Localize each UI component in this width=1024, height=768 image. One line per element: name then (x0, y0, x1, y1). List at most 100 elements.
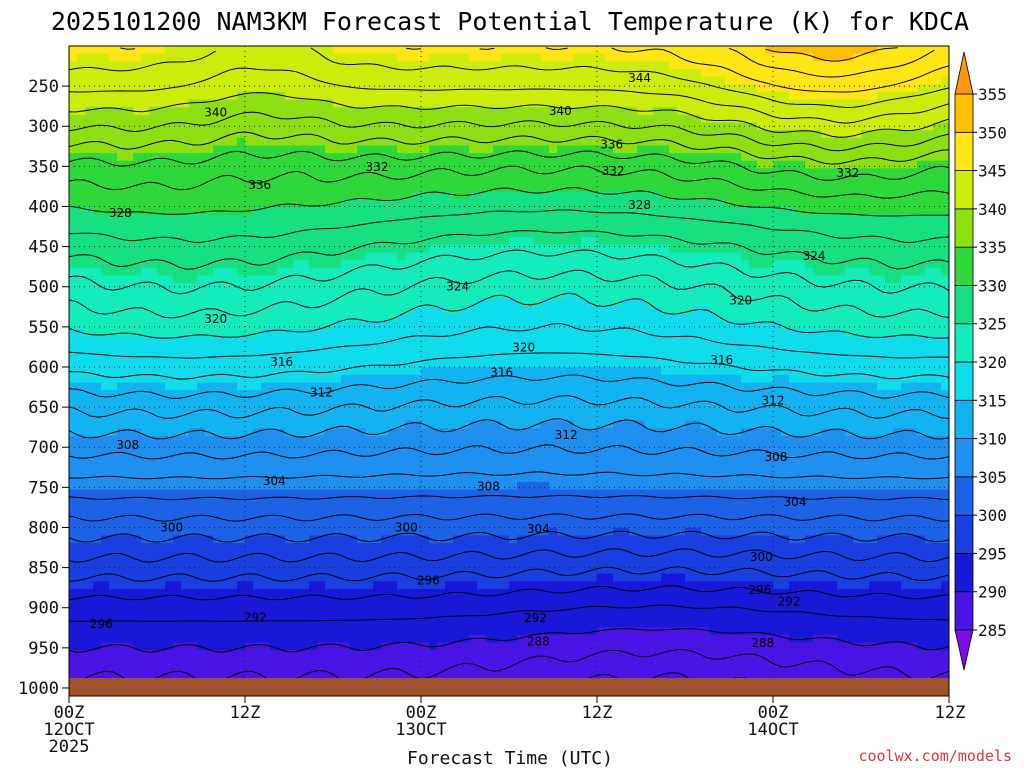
contour-fill-cell (405, 267, 414, 277)
contour-fill-cell (341, 168, 350, 177)
contour-fill-cell (661, 275, 670, 284)
contour-fill-cell (749, 313, 758, 322)
contour-fill-cell (549, 336, 558, 345)
contour-fill-cell (669, 107, 678, 116)
contour-fill-cell (477, 198, 486, 208)
contour-fill-cell (389, 68, 398, 78)
contour-fill-cell (413, 168, 422, 177)
contour-fill-cell (933, 298, 942, 307)
contour-fill-cell (733, 137, 742, 147)
contour-fill-cell (245, 183, 254, 192)
contour-fill-cell (77, 306, 86, 315)
contour-fill-cell (845, 214, 854, 223)
contour-fill-cell (573, 298, 582, 307)
contour-fill-cell (685, 367, 694, 376)
contour-fill-cell (789, 61, 798, 70)
contour-fill-cell (381, 283, 390, 292)
contour-fill-cell (629, 313, 638, 322)
contour-fill-cell (317, 252, 326, 261)
contour-fill-cell (709, 313, 718, 322)
contour-fill-cell (477, 298, 486, 307)
contour-fill-cell (581, 306, 590, 315)
contour-fill-cell (373, 244, 382, 254)
contour-fill-cell (157, 344, 166, 353)
contour-fill-cell (781, 252, 790, 261)
contour-fill-cell (333, 367, 342, 376)
contour-fill-cell (309, 76, 318, 85)
contour-fill-cell (573, 359, 582, 368)
contour-fill-cell (901, 137, 910, 147)
contour-fill-cell (653, 336, 662, 345)
contour-fill-cell (261, 237, 270, 246)
contour-fill-cell (445, 61, 454, 70)
contour-fill-cell (933, 183, 942, 192)
contour-fill-cell (885, 252, 894, 261)
contour-fill-cell (413, 382, 422, 391)
contour-fill-cell (933, 145, 942, 154)
contour-fill-cell (781, 244, 790, 254)
contour-fill-cell (797, 275, 806, 284)
contour-fill-cell (421, 153, 430, 162)
contour-fill-cell (773, 313, 782, 322)
contour-fill-cell (605, 160, 614, 169)
contour-fill-cell (389, 351, 398, 361)
contour-fill-cell (605, 321, 614, 330)
contour-fill-cell (277, 336, 286, 345)
contour-fill-cell (285, 328, 294, 338)
contour-fill-cell (773, 374, 782, 384)
contour-fill-cell (677, 206, 686, 215)
contour-fill-cell (413, 99, 422, 108)
contour-fill-cell (125, 61, 134, 70)
contour-fill-cell (669, 130, 678, 139)
contour-fill-cell (429, 221, 438, 231)
contour-fill-cell (357, 214, 366, 223)
contour-fill-cell (77, 168, 86, 177)
contour-fill-cell (589, 359, 598, 368)
contour-fill-cell (101, 321, 110, 330)
contour-fill-cell (461, 107, 470, 116)
contour-fill-cell (373, 214, 382, 223)
contour-fill-cell (397, 53, 406, 62)
contour-fill-cell (309, 99, 318, 108)
contour-fill-cell (349, 168, 358, 177)
contour-fill-cell (325, 91, 334, 101)
contour-fill-cell (325, 374, 334, 384)
contour-fill-cell (813, 328, 822, 338)
contour-fill-cell (813, 275, 822, 284)
contour-fill-cell (573, 191, 582, 200)
contour-fill-cell (413, 183, 422, 192)
contour-fill-cell (789, 336, 798, 345)
contour-fill-cell (285, 183, 294, 192)
contour-fill-cell (349, 252, 358, 261)
contour-fill-cell (541, 290, 550, 299)
contour-fill-cell (221, 130, 230, 139)
contour-fill-cell (557, 53, 566, 62)
contour-fill-cell (589, 145, 598, 154)
contour-fill-cell (701, 176, 710, 185)
contour-fill-cell (461, 229, 470, 238)
contour-fill-cell (733, 198, 742, 208)
contour-fill-cell (821, 382, 830, 391)
contour-fill-cell (885, 351, 894, 361)
contour-fill-cell (253, 229, 262, 238)
contour-fill-cell (717, 160, 726, 169)
contour-fill-cell (797, 321, 806, 330)
contour-fill-cell (397, 168, 406, 177)
contour-fill-cell (533, 374, 542, 384)
contour-fill-cell (533, 252, 542, 261)
contour-fill-cell (317, 221, 326, 231)
contour-fill-cell (453, 283, 462, 292)
contour-fill-cell (653, 145, 662, 154)
contour-fill-cell (925, 84, 934, 93)
contour-fill-cell (613, 267, 622, 277)
contour-fill-cell (565, 382, 574, 391)
contour-fill-cell (365, 214, 374, 223)
contour-fill-cell (669, 61, 678, 70)
contour-fill-cell (189, 328, 198, 338)
contour-fill-cell (269, 191, 278, 200)
contour-fill-cell (565, 198, 574, 208)
contour-fill-cell (293, 107, 302, 116)
contour-fill-cell (397, 237, 406, 246)
contour-fill-cell (733, 191, 742, 200)
contour-fill-cell (101, 183, 110, 192)
